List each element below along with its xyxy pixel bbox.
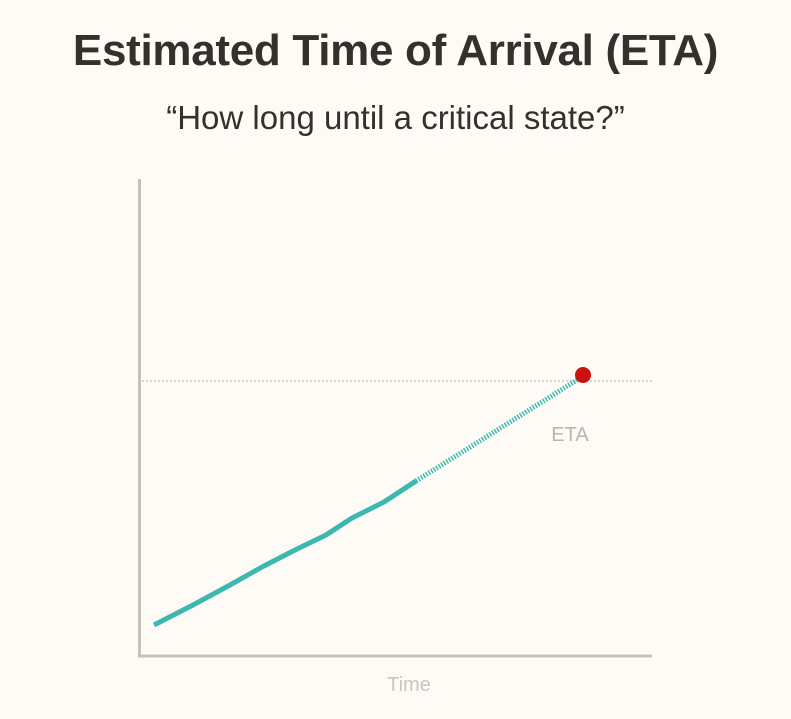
- x-axis-label: Time: [387, 674, 431, 696]
- eta-label: ETA: [551, 424, 589, 446]
- page-subtitle: “How long until a critical state?”: [166, 99, 625, 136]
- eta-dot-icon: [575, 367, 591, 383]
- observed-series-line: [152, 478, 418, 628]
- page-title: Estimated Time of Arrival (ETA): [72, 26, 719, 75]
